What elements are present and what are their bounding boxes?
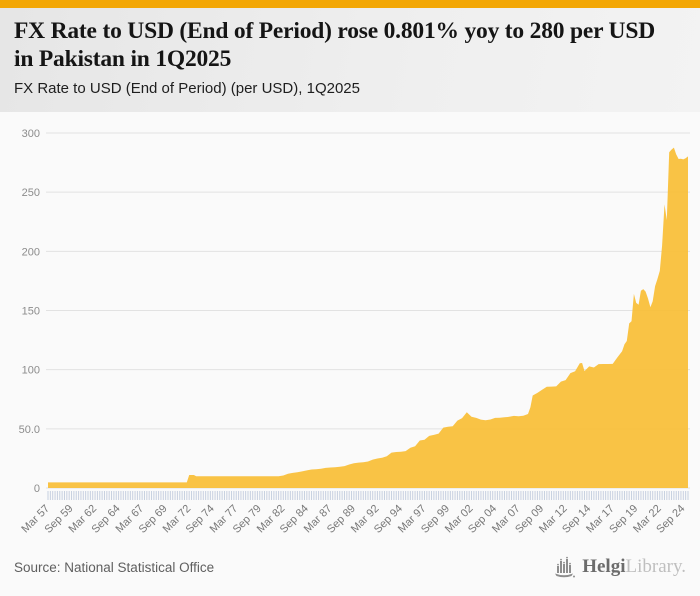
helgi-library-logo: HelgiLibrary. (553, 556, 686, 579)
area-series (48, 147, 688, 488)
helgi-logo-icon (555, 556, 576, 577)
page-title: FX Rate to USD (End of Period) rose 0.80… (14, 18, 655, 73)
svg-text:250: 250 (22, 187, 40, 199)
logo-text-secondary: Library. (625, 556, 687, 577)
gridlines (46, 132, 690, 489)
svg-text:100: 100 (22, 365, 40, 377)
logo-text: HelgiLibrary. (582, 557, 686, 577)
svg-text:0: 0 (34, 483, 40, 495)
svg-text:300: 300 (22, 128, 40, 140)
source-note: Source: National Statistical Office (14, 559, 215, 575)
svg-text:50.0: 50.0 (19, 424, 40, 436)
footer: Source: National Statistical Office (0, 548, 700, 596)
header: FX Rate to USD (End of Period) rose 0.80… (0, 8, 700, 112)
x-axis-ticks (47, 491, 689, 500)
chart-subtitle: FX Rate to USD (End of Period) (per USD)… (14, 80, 360, 98)
logo-text-primary: Helgi (582, 556, 626, 577)
svg-text:200: 200 (22, 246, 40, 258)
y-axis-labels: 0 50.0 100 150 200 250 300 (19, 128, 40, 495)
svg-text:150: 150 (22, 306, 40, 318)
accent-bar (0, 0, 700, 8)
